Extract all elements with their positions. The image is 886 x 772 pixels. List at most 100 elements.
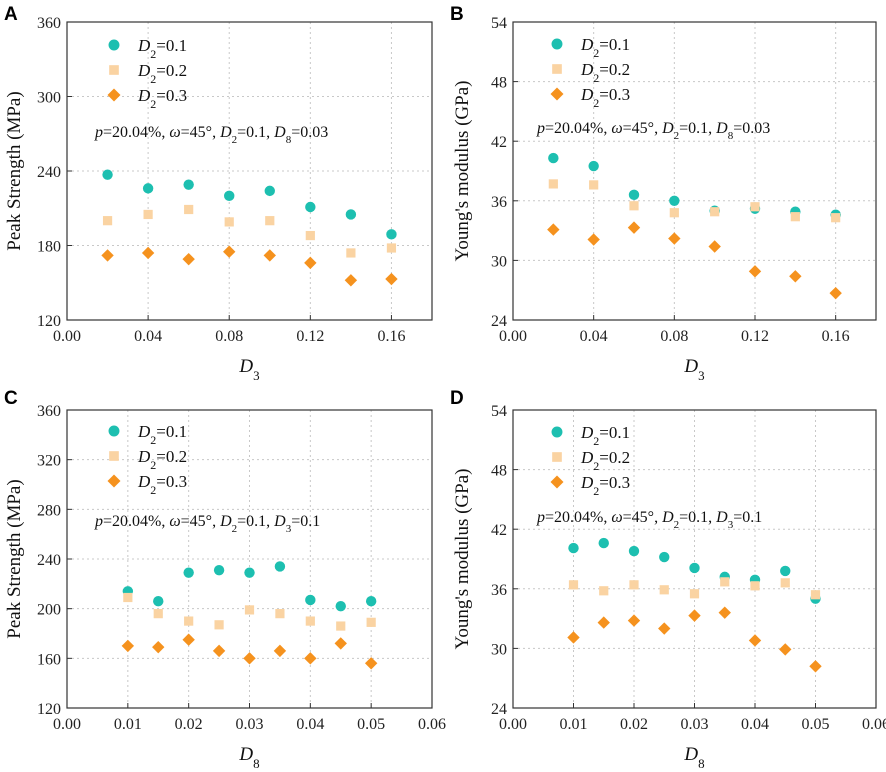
- data-point-diamond: [627, 614, 641, 627]
- data-point-diamond: [273, 644, 287, 658]
- data-point-square: [831, 213, 841, 223]
- data-point-square: [589, 180, 599, 190]
- data-point-circle: [780, 565, 791, 577]
- legend-marker-diamond: [107, 88, 121, 102]
- data-point-diamond: [152, 640, 165, 654]
- data-point-circle: [345, 209, 357, 220]
- data-point-square: [689, 589, 700, 599]
- data-point-diamond: [344, 274, 358, 287]
- data-point-square: [346, 248, 356, 258]
- legend: D2=0.1D2=0.2D2=0.3: [550, 35, 630, 110]
- x-tick-label: 0.04: [296, 716, 324, 733]
- data-point-circle: [628, 545, 640, 557]
- data-point-square: [599, 586, 609, 596]
- data-point-circle: [183, 179, 194, 190]
- data-point-diamond: [809, 660, 822, 673]
- data-point-square: [102, 216, 113, 226]
- data-point-circle: [153, 596, 164, 607]
- series-2: [548, 179, 841, 223]
- x-tick-label: 0.12: [296, 328, 324, 345]
- data-point-square: [244, 605, 255, 615]
- panel-letter: D: [450, 388, 464, 409]
- x-tick-label: 0.01: [560, 716, 588, 733]
- data-point-circle: [305, 201, 316, 213]
- data-point-square: [275, 609, 285, 619]
- data-point-square: [750, 202, 760, 212]
- data-point-square: [568, 580, 579, 590]
- data-point-diamond: [182, 633, 195, 646]
- data-point-circle: [689, 562, 700, 574]
- series-2: [123, 592, 376, 631]
- legend-marker-square: [552, 64, 562, 74]
- panel-letter: C: [4, 388, 18, 409]
- data-point-square: [669, 208, 679, 218]
- data-point-diamond: [708, 240, 721, 253]
- data-point-diamond: [263, 249, 276, 262]
- panel-letter: A: [4, 4, 18, 25]
- plot-frame: [512, 409, 877, 709]
- data-point-square: [143, 209, 153, 220]
- data-point-diamond: [121, 639, 135, 653]
- legend-label: D2=0.1: [580, 35, 630, 60]
- y-axis-label: Young's modulus (GPa): [452, 469, 473, 650]
- data-point-diamond: [829, 286, 842, 300]
- legend-marker-circle: [551, 426, 563, 438]
- data-point-circle: [305, 594, 316, 606]
- x-tick-label: 0.00: [499, 716, 527, 733]
- y-tick-label: 24: [491, 313, 507, 330]
- legend: D2=0.1D2=0.2D2=0.3: [107, 422, 187, 497]
- x-tick-label: 0.04: [580, 328, 608, 345]
- x-tick-label: 0.05: [357, 716, 385, 733]
- y-tick-label: 280: [37, 502, 61, 519]
- data-point-diamond: [597, 616, 610, 629]
- data-point-square: [780, 578, 790, 588]
- y-tick-label: 320: [37, 453, 61, 470]
- y-tick-label: 36: [491, 194, 507, 211]
- y-tick-label: 36: [491, 582, 507, 599]
- data-point-square: [305, 616, 315, 626]
- y-tick-label: 360: [37, 15, 61, 32]
- legend-label: D2=0.3: [137, 472, 187, 497]
- data-point-square: [629, 201, 639, 211]
- legend: D2=0.1D2=0.2D2=0.3: [550, 423, 630, 498]
- x-tick-label: 0.00: [53, 328, 81, 345]
- data-point-circle: [659, 551, 670, 563]
- data-point-diamond: [547, 223, 560, 236]
- legend-marker-diamond: [550, 87, 564, 101]
- y-tick-label: 54: [491, 15, 507, 32]
- legend-marker-diamond: [550, 475, 564, 489]
- data-point-diamond: [779, 643, 792, 656]
- data-point-circle: [224, 190, 235, 202]
- data-point-circle: [588, 160, 599, 172]
- series-3: [121, 633, 378, 670]
- series-3: [567, 606, 822, 673]
- y-tick-label: 48: [491, 75, 507, 92]
- data-point-square: [750, 581, 760, 591]
- y-tick-label: 30: [491, 641, 507, 658]
- y-tick-label: 120: [37, 313, 61, 330]
- data-point-diamond: [101, 249, 114, 262]
- x-tick-label: 0.06: [862, 716, 886, 733]
- data-point-circle: [102, 169, 113, 180]
- data-point-square: [336, 621, 346, 631]
- data-point-square: [153, 609, 163, 619]
- legend-label: D2=0.2: [137, 447, 187, 472]
- data-point-diamond: [141, 246, 155, 260]
- legend-label: D2=0.2: [580, 60, 630, 85]
- data-point-diamond: [668, 232, 681, 245]
- data-point-square: [184, 616, 194, 626]
- y-tick-label: 300: [37, 90, 61, 107]
- data-point-square: [710, 207, 720, 217]
- legend-marker-square: [552, 452, 562, 462]
- panel-a: 0.00 0.04 0.08 0.12 0.16 120 180 240 300 360 D3 Pea…: [4, 4, 433, 383]
- x-tick-label: 0.03: [236, 716, 264, 733]
- legend-marker-circle: [551, 38, 563, 50]
- legend-label: D2=0.1: [580, 423, 630, 448]
- legend-label: D2=0.3: [137, 86, 187, 111]
- data-point-diamond: [587, 233, 600, 246]
- legend-label: D2=0.3: [580, 85, 630, 110]
- y-tick-label: 240: [37, 164, 61, 181]
- data-point-diamond: [223, 245, 236, 258]
- data-point-square: [214, 620, 224, 630]
